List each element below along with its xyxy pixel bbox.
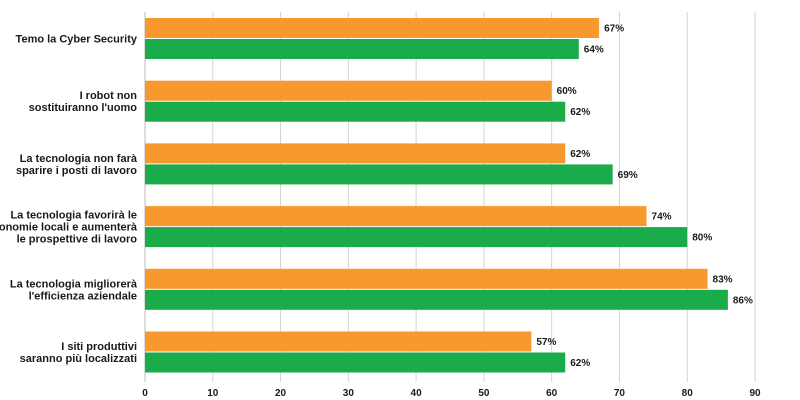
category-label-line: La tecnologia favorirà le — [10, 210, 137, 222]
data-label: 62% — [570, 107, 590, 118]
bar-series1-cat6 — [145, 331, 532, 352]
x-tick-label: 50 — [478, 388, 490, 399]
data-label: 64% — [584, 45, 604, 56]
gridlines — [144, 12, 756, 382]
data-label: 57% — [536, 337, 556, 348]
category-label: I siti produttivi saranno più localizzati — [20, 341, 137, 365]
category-label-line: I robot non — [80, 90, 138, 102]
data-label: 67% — [604, 24, 624, 35]
x-tick-label: 30 — [343, 388, 355, 399]
data-label: 80% — [692, 233, 712, 244]
x-tick-label: 10 — [207, 388, 219, 399]
category-label-line: le prospettive di lavoro — [17, 234, 138, 246]
bar-series2-cat3 — [145, 164, 613, 185]
data-label: 62% — [570, 149, 590, 160]
category-label-line: sparire i posti di lavoro — [16, 165, 137, 177]
category-label: La tecnologia migliorerà l'efficienza azi… — [10, 278, 138, 302]
bar-series1-cat3 — [145, 143, 566, 164]
bar-series1-cat1 — [145, 18, 600, 38]
category-label-line: saranno più localizzati — [20, 353, 137, 365]
x-tick-label: 70 — [614, 388, 626, 399]
category-label: La tecnologia non farà sparire i posti di… — [16, 153, 138, 177]
bar-series2-cat2 — [145, 101, 566, 122]
bar-series2-cat4 — [145, 227, 688, 248]
bars — [145, 18, 728, 373]
x-tick-label: 60 — [546, 388, 558, 399]
category-label-line: Temo la Cyber Security — [16, 34, 138, 46]
bar-series2-cat1 — [145, 39, 579, 59]
labels: 0 10 20 30 40 50 60 70 80 90 67%64% Temo la Cyber S… — [0, 24, 761, 400]
category-label-line: sostituiranno l'uomo — [29, 102, 138, 114]
data-label: 74% — [652, 212, 672, 223]
x-tick-label: 40 — [411, 388, 423, 399]
category-label: Temo la Cyber Security — [16, 34, 138, 46]
bar-series1-cat2 — [145, 80, 552, 101]
category-label-line: I siti produttivi — [61, 341, 137, 353]
data-label: 86% — [733, 295, 753, 306]
category-label-line: l'efficienza aziendale — [29, 290, 137, 302]
bar-series1-cat4 — [145, 206, 647, 227]
category-label: La tecnologia favorirà le economie locali… — [0, 210, 138, 246]
data-label: 83% — [713, 274, 733, 285]
x-tick-label: 80 — [682, 388, 694, 399]
category-label-line: economie locali e aumenterà — [0, 222, 138, 234]
data-label: 69% — [618, 170, 638, 181]
category-label: I robot non sostituiranno l'uomo — [29, 90, 138, 114]
category-label-line: La tecnologia migliorerà — [10, 278, 138, 290]
bar-series1-cat5 — [145, 268, 708, 289]
data-label: 62% — [570, 358, 590, 369]
x-tick-label: 90 — [749, 388, 761, 399]
x-tick-label: 0 — [142, 388, 148, 399]
x-tick-label: 20 — [275, 388, 287, 399]
category-label-line: La tecnologia non farà — [20, 153, 138, 165]
bar-series2-cat6 — [145, 352, 566, 373]
bar-series2-cat5 — [145, 289, 728, 310]
data-label: 60% — [557, 86, 577, 97]
